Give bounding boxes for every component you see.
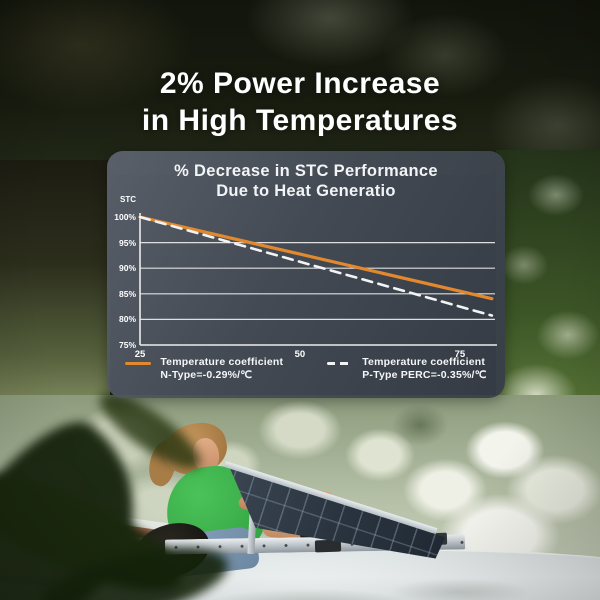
line-chart bbox=[138, 213, 497, 346]
headline-line1: 2% Power Increase bbox=[159, 67, 441, 101]
legend-n-type-line2: N-Type=-0.29%/℃ bbox=[160, 368, 253, 381]
legend-item-n-type: Temperature coefficient N-Type=-0.29%/℃ bbox=[125, 356, 283, 382]
dark-foliage-left bbox=[0, 160, 110, 420]
n-type-solid-line-swatch bbox=[125, 362, 152, 366]
p-type-dashed-line-swatch bbox=[327, 362, 354, 366]
headline: 2% Power Increase in High Temperatures bbox=[0, 66, 600, 139]
green-foliage-right bbox=[496, 150, 600, 420]
chart-title: % Decrease in STC Performance Due to Hea… bbox=[107, 161, 505, 201]
legend-p-type-line1: Temperature coefficient bbox=[362, 356, 486, 368]
chart-legend: Temperature coefficient N-Type=-0.29%/℃ … bbox=[107, 356, 505, 382]
legend-p-type-line2: P-Type PERC=-0.35%/℃ bbox=[362, 368, 487, 381]
chart-card: % Decrease in STC Performance Due to Hea… bbox=[107, 151, 505, 398]
headline-line2: in High Temperatures bbox=[141, 103, 459, 137]
legend-label-n-type: Temperature coefficient N-Type=-0.29%/℃ bbox=[160, 356, 283, 382]
dark-foliage-top bbox=[0, 0, 600, 175]
legend-n-type-line1: Temperature coefficient bbox=[160, 356, 284, 368]
legend-label-p-type: Temperature coefficient P-Type PERC=-0.3… bbox=[362, 356, 486, 382]
legend-item-p-type-perc: Temperature coefficient P-Type PERC=-0.3… bbox=[327, 356, 486, 382]
chart-title-line2: Due to Heat Generatio bbox=[216, 182, 396, 201]
chart-title-line1: % Decrease in STC Performance bbox=[174, 162, 438, 180]
